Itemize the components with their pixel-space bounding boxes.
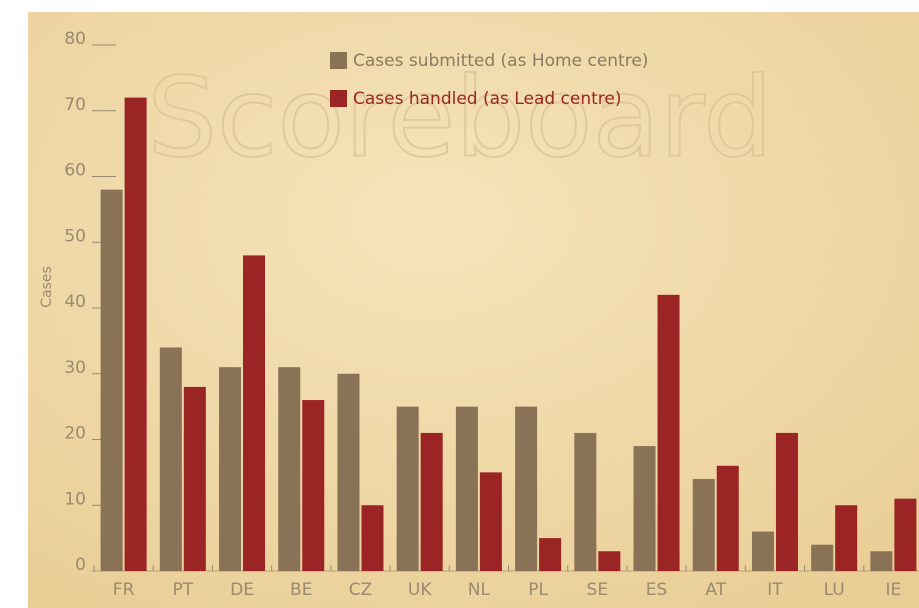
bar: [692, 478, 715, 571]
watermark: Scoreboard: [147, 53, 773, 181]
x-tick-label: DE: [230, 580, 254, 600]
legend-label: Cases submitted (as Home centre): [353, 51, 648, 71]
y-tick-label: 40: [64, 292, 86, 312]
x-tick-label: PT: [173, 580, 194, 600]
x-tick-label: ES: [646, 580, 668, 600]
bar: [716, 465, 739, 571]
y-tick-label: 30: [64, 358, 86, 378]
y-tick-label: 20: [64, 424, 86, 444]
bar: [657, 294, 680, 571]
bar: [479, 472, 502, 571]
bar: [124, 97, 147, 571]
bar: [100, 189, 123, 571]
legend-swatch: [330, 90, 347, 107]
bar: [420, 432, 443, 571]
bar: [183, 386, 206, 571]
bar: [159, 347, 182, 571]
x-tick-label: AT: [705, 580, 726, 600]
y-tick-label: 70: [64, 95, 86, 115]
bar: [775, 432, 798, 571]
x-tick-label: NL: [468, 580, 491, 600]
y-tick-label: 50: [64, 226, 86, 246]
y-axis-label: Cases: [39, 266, 55, 308]
bar: [598, 551, 621, 571]
x-tick-label: IE: [886, 580, 902, 600]
bar: [894, 498, 917, 571]
x-tick-label: SE: [587, 580, 609, 600]
bar: [539, 538, 562, 571]
legend-label: Cases handled (as Lead centre): [353, 89, 622, 109]
bar: [219, 367, 242, 571]
bar: [515, 406, 538, 571]
legend-swatch: [330, 52, 347, 69]
x-tick-label: PL: [528, 580, 548, 600]
bar: [302, 400, 325, 571]
bar: [337, 373, 360, 571]
x-tick-label: LU: [824, 580, 845, 600]
bar: [243, 255, 266, 571]
y-tick-label: 80: [64, 29, 86, 49]
x-tick-label: CZ: [349, 580, 373, 600]
bar: [574, 432, 597, 571]
bar: [396, 406, 419, 571]
bar: [751, 531, 774, 571]
bar: [633, 446, 656, 571]
bar: [455, 406, 478, 571]
x-tick-label: FR: [113, 580, 135, 600]
bar: [835, 505, 858, 571]
bar: [278, 367, 301, 571]
y-tick-label: 10: [64, 489, 86, 509]
x-tick-label: UK: [408, 580, 432, 600]
bar: [361, 505, 384, 571]
y-tick-label: 60: [64, 161, 86, 181]
x-tick-label: BE: [290, 580, 312, 600]
bar: [870, 551, 893, 571]
x-tick-label: IT: [767, 580, 783, 600]
y-tick-label: 0: [75, 555, 86, 575]
bar: [811, 544, 834, 571]
